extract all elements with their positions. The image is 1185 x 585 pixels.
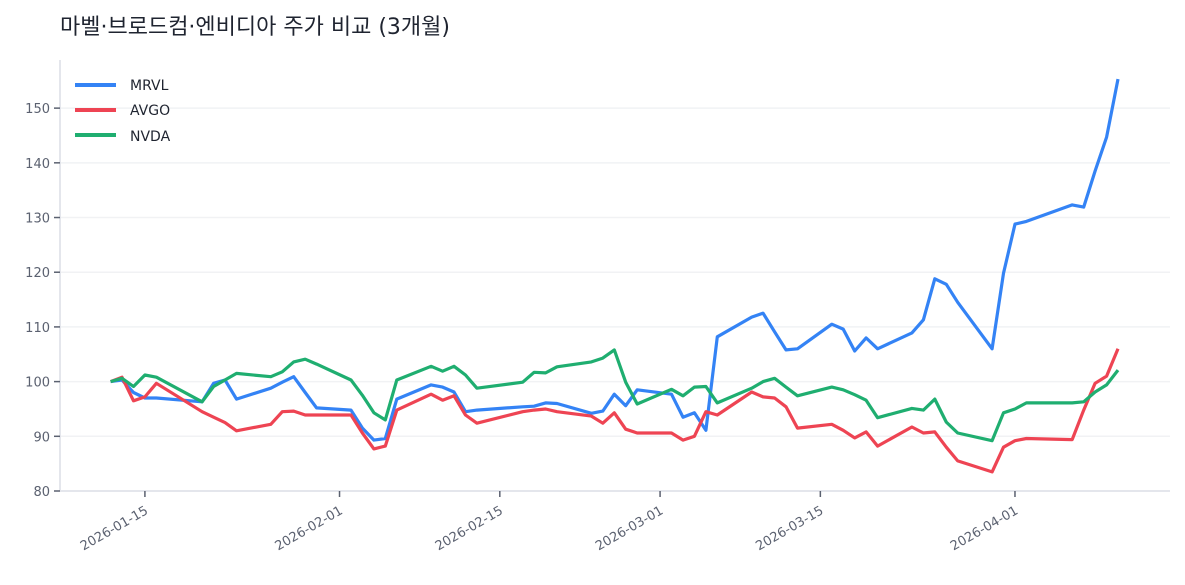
y-tick-label: 140 — [25, 157, 50, 172]
y-tick-label: 130 — [25, 212, 50, 227]
y-tick-label: 120 — [25, 266, 50, 281]
x-tick-label: 2026-04-01 — [948, 503, 1021, 554]
x-tick-label: 2026-02-15 — [433, 503, 506, 554]
x-tick-label: 2026-01-15 — [78, 503, 151, 554]
series-lines — [110, 78, 1120, 474]
legend: MRVL AVGO NVDA — [75, 78, 171, 145]
y-tick-label: 100 — [25, 376, 50, 391]
series-line-mrvl — [110, 78, 1120, 442]
chart-title: 마벨·브로드컴·엔비디아 주가 비교 (3개월) — [60, 15, 450, 40]
y-axis-ticks: 80 90 100 110 120 130 140 150 — [25, 102, 60, 500]
y-tick-label: 80 — [33, 485, 50, 500]
y-tick-label: 110 — [25, 321, 50, 336]
legend-label-mrvl: MRVL — [130, 78, 169, 94]
x-tick-label: 2026-03-01 — [593, 503, 666, 554]
y-tick-label: 90 — [33, 430, 50, 445]
x-tick-label: 2026-02-01 — [273, 503, 346, 554]
legend-label-avgo: AVGO — [130, 103, 170, 119]
legend-label-nvda: NVDA — [130, 129, 171, 145]
gridlines — [60, 107, 1170, 438]
series-line-nvda — [110, 348, 1120, 443]
x-axis-ticks: 2026-01-15 2026-02-01 2026-02-15 2026-03-01… — [78, 491, 1021, 554]
series-line-avgo — [110, 348, 1120, 474]
y-tick-label: 150 — [25, 102, 50, 117]
x-tick-label: 2026-03-15 — [753, 503, 826, 554]
